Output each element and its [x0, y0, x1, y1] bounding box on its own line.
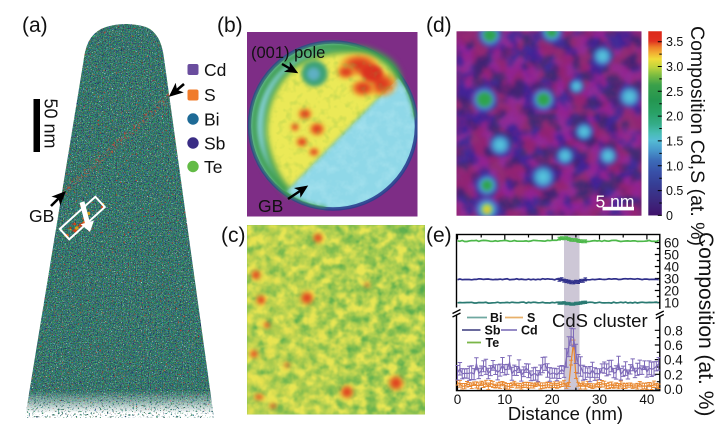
- svg-text:(e): (e): [426, 224, 452, 247]
- svg-text:Bi: Bi: [204, 110, 220, 130]
- svg-text:(001) pole: (001) pole: [251, 44, 325, 62]
- svg-text:Sb: Sb: [204, 134, 225, 154]
- svg-text:Composition (at. %): Composition (at. %): [694, 232, 717, 416]
- svg-text:0: 0: [666, 209, 673, 223]
- svg-text:Sb: Sb: [485, 324, 501, 338]
- svg-text:10: 10: [664, 296, 679, 311]
- svg-text:S: S: [527, 311, 535, 325]
- svg-text:0.5: 0.5: [666, 184, 683, 198]
- svg-text:40: 40: [639, 392, 654, 407]
- svg-text:(d): (d): [426, 14, 452, 37]
- svg-text:3.5: 3.5: [666, 35, 683, 49]
- svg-text:GB: GB: [29, 206, 54, 226]
- svg-text:S: S: [204, 85, 216, 105]
- svg-text:Cd: Cd: [521, 324, 538, 338]
- svg-text:(a): (a): [22, 14, 48, 37]
- svg-text:5 nm: 5 nm: [596, 191, 635, 211]
- svg-text:50: 50: [664, 248, 679, 263]
- svg-text:0.8: 0.8: [664, 323, 683, 338]
- svg-text:Bi: Bi: [490, 311, 503, 325]
- svg-text:3.0: 3.0: [666, 60, 683, 74]
- svg-text:1.0: 1.0: [666, 159, 683, 173]
- svg-text:50 nm: 50 nm: [41, 99, 61, 149]
- svg-text:2.5: 2.5: [666, 85, 683, 99]
- svg-text:20: 20: [664, 284, 679, 299]
- svg-text:0.0: 0.0: [664, 382, 683, 397]
- svg-text:Composition Cd,S (at. %): Composition Cd,S (at. %): [686, 26, 708, 246]
- svg-text:CdS cluster: CdS cluster: [552, 310, 648, 331]
- svg-text:Te: Te: [204, 157, 222, 177]
- svg-text:0.2: 0.2: [664, 367, 683, 382]
- svg-text:0.6: 0.6: [664, 338, 683, 353]
- svg-text:Cd: Cd: [204, 60, 226, 80]
- svg-text:2.0: 2.0: [666, 110, 683, 124]
- svg-text:30: 30: [592, 392, 607, 407]
- svg-text:(c): (c): [221, 224, 246, 247]
- svg-text:0: 0: [454, 392, 462, 407]
- svg-text:0.4: 0.4: [664, 353, 683, 368]
- svg-text:10: 10: [497, 392, 512, 407]
- svg-text:40: 40: [664, 260, 679, 275]
- svg-text:30: 30: [664, 272, 679, 287]
- svg-text:20: 20: [545, 392, 560, 407]
- svg-text:Distance (nm): Distance (nm): [508, 403, 623, 424]
- svg-text:(b): (b): [217, 14, 243, 37]
- svg-text:Te: Te: [486, 336, 500, 350]
- svg-text:GB: GB: [258, 196, 283, 216]
- svg-text:1.5: 1.5: [666, 134, 683, 148]
- svg-text:60: 60: [664, 236, 679, 251]
